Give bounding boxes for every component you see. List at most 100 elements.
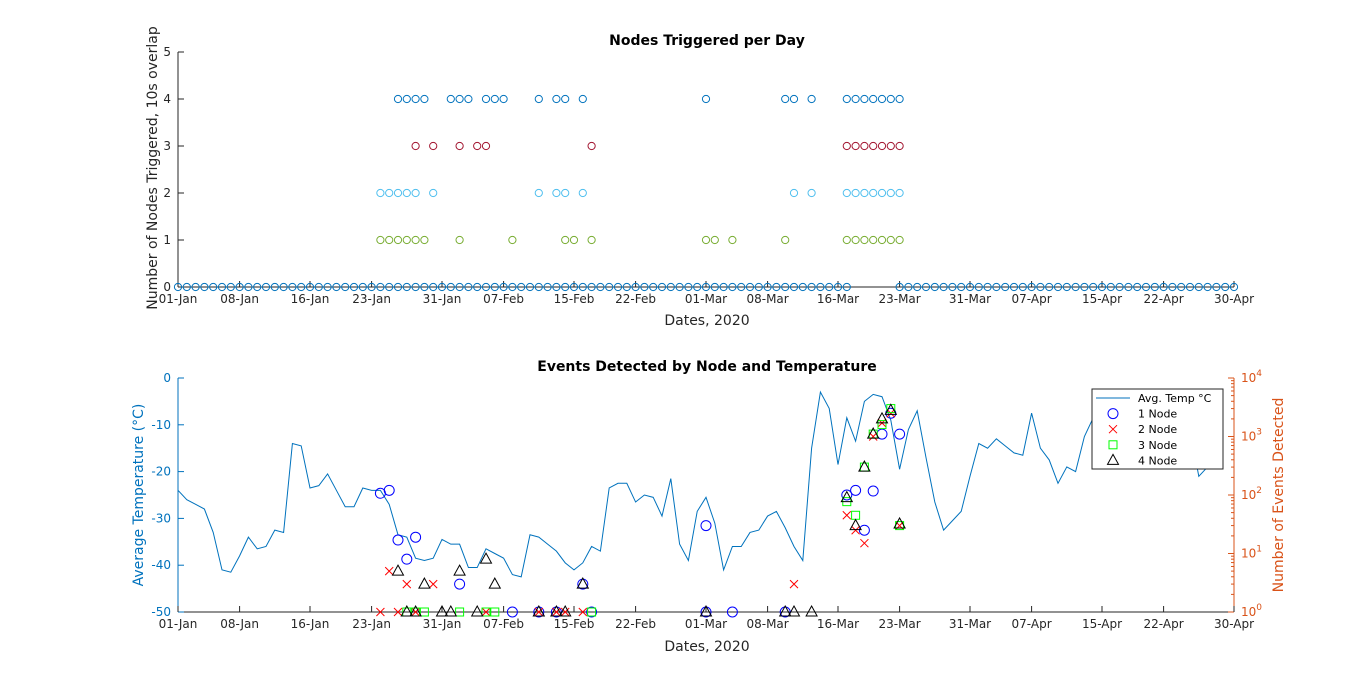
top-zero-point: [1177, 282, 1186, 292]
top-x-tick-label: 07-Feb: [483, 292, 524, 306]
top-node-point-2: [886, 188, 895, 198]
top-zero-point: [1159, 282, 1168, 292]
top-zero-point: [305, 282, 315, 292]
top-zero-point: [728, 282, 737, 292]
top-node-point-3: [860, 141, 869, 151]
legend-entry-label: 4 Node: [1138, 454, 1177, 467]
top-node-point-4: [455, 94, 464, 104]
event-point-node2: [842, 510, 852, 520]
bottom-x-tick-label: 23-Mar: [878, 617, 920, 631]
top-zero-point: [393, 282, 403, 292]
event-point-node3: [851, 510, 861, 520]
event-point-node1: [454, 578, 466, 590]
top-x-tick-label: 16-Mar: [817, 292, 859, 306]
top-zero-point: [1097, 282, 1107, 292]
top-node-point-4: [393, 94, 403, 104]
top-node-point-2: [851, 188, 860, 198]
top-zero-point: [420, 282, 429, 292]
event-point-node1: [858, 524, 870, 536]
top-zero-point: [684, 282, 693, 292]
top-zero-point: [411, 282, 420, 292]
top-node-point-4: [781, 94, 790, 104]
top-node-point-4: [701, 94, 711, 104]
top-zero-point: [675, 282, 684, 292]
top-node-point-3: [895, 141, 904, 151]
top-y-tick-label: 1: [163, 233, 171, 247]
top-node-point-2: [534, 188, 543, 198]
top-node-point-4: [869, 94, 878, 104]
top-y-tick-label: 3: [163, 139, 171, 153]
event-point-node4: [858, 460, 871, 472]
bottom-x-tick-label: 08-Mar: [746, 617, 788, 631]
event-point-node4: [470, 604, 484, 617]
top-y-tick-label: 5: [163, 45, 171, 59]
top-x-tick-label: 22-Feb: [615, 292, 656, 306]
top-zero-point: [649, 282, 658, 292]
top-node-point-1: [701, 235, 711, 245]
event-point-node4: [444, 604, 458, 617]
top-y-tick-label: 4: [163, 92, 171, 106]
top-node-point-2: [842, 188, 851, 198]
event-point-node1: [383, 484, 395, 496]
top-zero-point: [983, 282, 992, 292]
top-zero-point: [825, 282, 834, 292]
bottom-x-tick-label: 30-Apr: [1214, 617, 1254, 631]
top-zero-point: [1194, 282, 1203, 292]
top-zero-point: [569, 282, 579, 292]
top-zero-point: [719, 282, 728, 292]
event-point-node4: [550, 604, 563, 617]
top-zero-point: [508, 282, 517, 292]
top-zero-point: [1009, 282, 1019, 292]
top-node-point-3: [587, 141, 596, 151]
event-point-node4: [576, 577, 590, 589]
top-zero-point: [798, 282, 807, 292]
top-zero-point: [534, 282, 543, 292]
event-point-node4: [849, 518, 862, 531]
event-point-node2: [789, 579, 799, 589]
top-chart-plot: 0 1 2 3 4 5 01-Jan 08-Jan 16-Jan 23-Jan 31-Jan 07-F…: [159, 45, 1254, 306]
top-zero-point: [921, 282, 931, 292]
top-zero-point: [737, 282, 746, 292]
top-node-point-3: [411, 141, 420, 151]
event-point-node1: [401, 553, 413, 565]
top-x-tick-label: 30-Apr: [1214, 292, 1254, 306]
top-zero-point: [657, 282, 667, 292]
top-node-point-4: [561, 94, 570, 104]
event-point-node1: [506, 606, 518, 618]
top-zero-point: [895, 282, 904, 292]
top-zero-point: [1080, 282, 1089, 292]
top-zero-point: [517, 282, 526, 292]
top-x-tick-label: 08-Jan: [220, 292, 259, 306]
top-node-point-1: [508, 235, 517, 245]
top-zero-point: [1229, 282, 1239, 292]
event-point-node4: [418, 577, 431, 589]
top-zero-point: [781, 282, 790, 292]
bottom-x-tick-label: 16-Mar: [817, 617, 859, 631]
event-point-node4: [558, 604, 572, 617]
top-zero-point: [1106, 282, 1115, 292]
event-point-node1: [850, 484, 862, 496]
top-node-point-4: [490, 94, 499, 104]
event-point-node2: [428, 579, 438, 589]
legend-marker-symbol: [1108, 440, 1118, 450]
event-point-node2: [376, 607, 385, 617]
top-zero-point: [842, 282, 851, 292]
bottom-x-tick-label: 08-Jan: [220, 617, 259, 631]
top-zero-point: [385, 282, 394, 292]
event-point-node4: [699, 604, 713, 617]
top-node-point-1: [411, 235, 420, 245]
event-point-node1: [586, 606, 598, 618]
event-point-node1: [894, 428, 906, 440]
top-zero-point: [209, 282, 218, 292]
top-zero-point: [490, 282, 499, 292]
top-zero-point: [173, 282, 183, 292]
top-node-point-2: [411, 188, 420, 198]
top-zero-point: [701, 282, 711, 292]
event-point-node2: [402, 579, 412, 589]
temperature-line: [177, 390, 1208, 578]
bottom-left-tick-label: -50: [151, 605, 171, 619]
top-zero-point: [640, 282, 649, 292]
top-node-point-1: [587, 235, 596, 245]
top-zero-point: [323, 282, 332, 292]
